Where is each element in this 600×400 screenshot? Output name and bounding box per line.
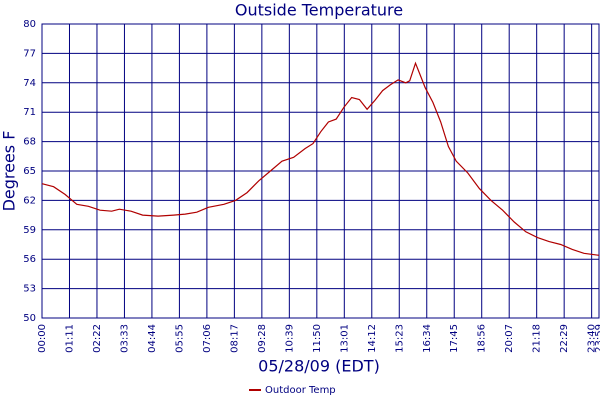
x-tick-label: 23:59 [594,324,600,353]
legend-label: Outdoor Temp [265,385,336,396]
x-tick-label: 13:01 [339,324,350,353]
x-tick-label: 20:07 [504,324,515,353]
x-tick-label: 14:12 [367,324,378,353]
y-tick-label: 62 [23,195,36,206]
x-tick-label: 04:44 [147,324,158,353]
y-tick-label: 68 [23,137,36,148]
x-tick-label: 09:28 [257,324,268,353]
y-tick-label: 53 [23,284,36,295]
x-tick-label: 10:39 [284,324,295,353]
x-tick-label: 08:17 [229,324,240,353]
x-tick-label: 15:23 [394,324,405,353]
x-tick-label: 07:06 [202,324,213,353]
x-tick-label: 03:33 [119,324,130,353]
x-tick-label: 16:34 [422,324,433,353]
y-tick-label: 74 [23,78,36,89]
x-tick-label: 00:00 [37,324,48,353]
data-line [41,61,600,256]
x-tick-label: 23:40 [587,324,598,353]
y-tick-label: 71 [23,107,36,118]
chart-title: Outside Temperature [235,1,403,20]
y-tick-label: 80 [23,19,36,30]
y-tick-label: 59 [23,225,36,236]
y-tick-label: 65 [23,166,36,177]
y-tick-label: 77 [23,48,36,59]
plot-border [41,23,600,319]
x-tick-label: 05:55 [174,324,185,353]
x-tick-label: 01:11 [64,324,75,353]
y-tick-label: 56 [23,254,36,265]
y-axis-label: Degrees F [0,131,19,212]
x-tick-label: 21:18 [532,324,543,353]
x-axis-label: 05/28/09 (EDT) [258,357,380,376]
x-tick-label: 02:22 [92,324,103,353]
x-tick-label: 11:50 [312,324,323,353]
x-tick-label: 17:45 [449,324,460,353]
x-tick-label: 18:56 [477,324,488,353]
x-tick-label: 22:29 [559,324,570,353]
y-tick-label: 50 [23,313,36,324]
